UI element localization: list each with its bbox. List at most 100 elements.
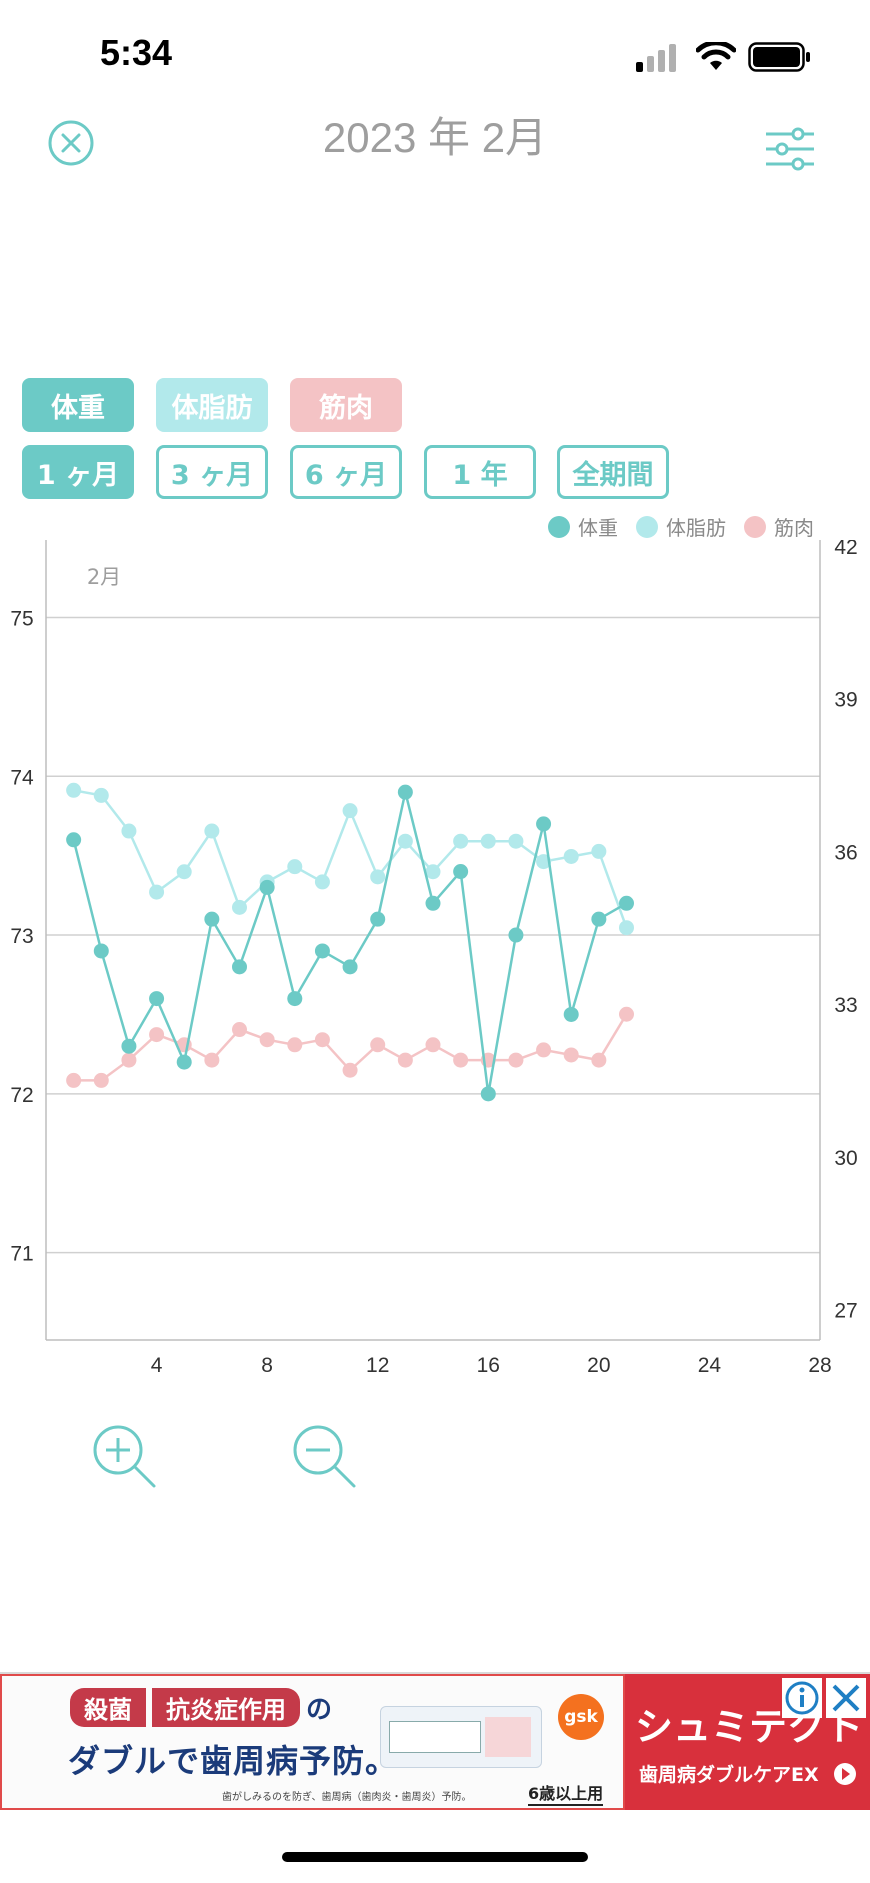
ad-product-sub: 歯周病ダブルケアEX	[639, 1764, 819, 1786]
x-tick-label: 28	[808, 1354, 831, 1377]
month-label: 2月	[87, 565, 121, 589]
y-tick-label-left: 71	[10, 1243, 33, 1266]
data-point	[480, 833, 496, 849]
data-point	[204, 1052, 220, 1068]
data-point	[370, 1037, 386, 1053]
ad-info-icon[interactable]	[782, 1678, 822, 1718]
data-point	[342, 803, 358, 819]
y-tick-label-right: 36	[834, 841, 857, 864]
data-point	[204, 823, 220, 839]
data-point	[93, 787, 109, 803]
wifi-icon	[696, 42, 736, 70]
period-chip-3-months[interactable]: 3 ヶ月	[156, 445, 268, 499]
y-tick-label-right: 33	[834, 994, 857, 1017]
ad-brand-logo: gsk	[558, 1694, 604, 1740]
y-tick-label-left: 73	[10, 925, 33, 948]
ad-banner[interactable]: 殺菌 抗炎症作用 の ダブルで歯周病予防。 gsk 6歳以上用 歯がしみるのを防…	[0, 1672, 870, 1810]
data-point	[397, 784, 413, 800]
data-point	[287, 991, 303, 1007]
ad-age-note: 6歳以上用	[528, 1780, 604, 1806]
data-point	[121, 1038, 137, 1054]
y-tick-label-right: 39	[834, 689, 857, 712]
data-point	[204, 911, 220, 927]
data-point	[536, 1042, 552, 1058]
ad-creative[interactable]: 殺菌 抗炎症作用 の ダブルで歯周病予防。 gsk 6歳以上用 歯がしみるのを防…	[0, 1674, 625, 1810]
zoom-out-icon[interactable]	[290, 1422, 360, 1492]
data-point	[259, 1032, 275, 1048]
x-tick-label: 8	[261, 1354, 273, 1377]
ad-fine-print: 歯がしみるのを防ぎ、歯周病（歯肉炎・歯周炎）予防。	[222, 1792, 472, 1803]
metric-chip-body-fat[interactable]: 体脂肪	[156, 378, 268, 432]
data-point	[149, 884, 165, 900]
data-point	[425, 895, 441, 911]
filter-settings-icon[interactable]	[764, 126, 816, 172]
data-point	[480, 1086, 496, 1102]
ad-product-image	[380, 1706, 542, 1768]
legend-swatch	[744, 515, 766, 538]
legend-label: 体重	[578, 516, 618, 540]
data-point	[121, 1052, 137, 1068]
data-point	[232, 959, 247, 975]
data-point	[93, 1072, 109, 1088]
data-point	[591, 843, 607, 859]
y-tick-label-right: 30	[834, 1147, 857, 1170]
legend-label: 体脂肪	[666, 516, 726, 540]
x-tick-label: 16	[477, 1354, 500, 1377]
data-point	[314, 1032, 330, 1048]
data-point	[232, 1022, 247, 1038]
legend-item-muscle: 筋肉	[744, 512, 814, 541]
data-point	[619, 895, 634, 911]
period-chip-1-month[interactable]: 1 ヶ月	[22, 445, 134, 499]
data-point	[591, 1052, 607, 1068]
ad-text-no: の	[306, 1695, 333, 1725]
data-point	[370, 869, 386, 885]
data-point	[563, 1006, 579, 1022]
y-tick-label-right: 27	[834, 1299, 857, 1322]
period-chip-1-year[interactable]: 1 年	[424, 445, 536, 499]
data-point	[508, 1052, 524, 1068]
y-tick-label-left: 74	[10, 766, 34, 789]
data-point	[453, 833, 469, 849]
data-point	[66, 1072, 82, 1088]
x-tick-label: 4	[151, 1354, 163, 1377]
metric-chip-muscle[interactable]: 筋肉	[290, 378, 402, 432]
data-point	[176, 1054, 192, 1070]
period-chip-6-months[interactable]: 6 ヶ月	[290, 445, 402, 499]
data-point	[508, 927, 524, 943]
data-point	[453, 1052, 469, 1068]
data-point	[397, 1052, 413, 1068]
data-point	[287, 859, 303, 875]
home-indicator[interactable]	[282, 1852, 588, 1862]
ad-product-name: シュミテクト	[635, 1705, 864, 1749]
metric-chip-weight[interactable]: 体重	[22, 378, 134, 432]
data-point	[149, 991, 165, 1007]
ad-tag-sterilize: 殺菌	[70, 1688, 146, 1727]
legend-item-body-fat: 体脂肪	[636, 512, 726, 541]
data-point	[232, 899, 247, 915]
legend-item-weight: 体重	[548, 512, 618, 541]
data-point	[314, 943, 330, 959]
zoom-in-icon[interactable]	[90, 1422, 160, 1492]
data-point	[259, 879, 275, 895]
y-tick-label-left: 72	[10, 1084, 33, 1107]
ad-tag-anti-inflammatory: 抗炎症作用	[152, 1688, 300, 1727]
ad-close-icon[interactable]	[826, 1678, 866, 1718]
data-point	[93, 943, 109, 959]
data-point	[397, 833, 413, 849]
data-point	[536, 816, 552, 832]
data-point	[66, 832, 82, 848]
period-chip-all[interactable]: 全期間	[557, 445, 669, 499]
data-point	[342, 959, 358, 975]
page-title[interactable]: 2023 年 2月	[322, 114, 548, 161]
cellular-signal-icon	[636, 44, 676, 72]
data-point	[591, 911, 607, 927]
ad-play-icon	[834, 1763, 856, 1785]
ad-headline-2: ダブルで歯周病予防。	[68, 1742, 399, 1780]
data-point	[314, 874, 330, 890]
body-composition-chart[interactable]: 71 72 73 74 75 27 30 33 36 39 42 4 8 12 16 20 24 28 2月	[0, 540, 870, 1390]
ad-headline-1: 殺菌 抗炎症作用 の	[70, 1688, 332, 1727]
close-icon[interactable]	[48, 120, 94, 166]
data-point	[287, 1037, 303, 1053]
data-point	[176, 864, 192, 880]
status-time: 5:34	[100, 32, 173, 73]
